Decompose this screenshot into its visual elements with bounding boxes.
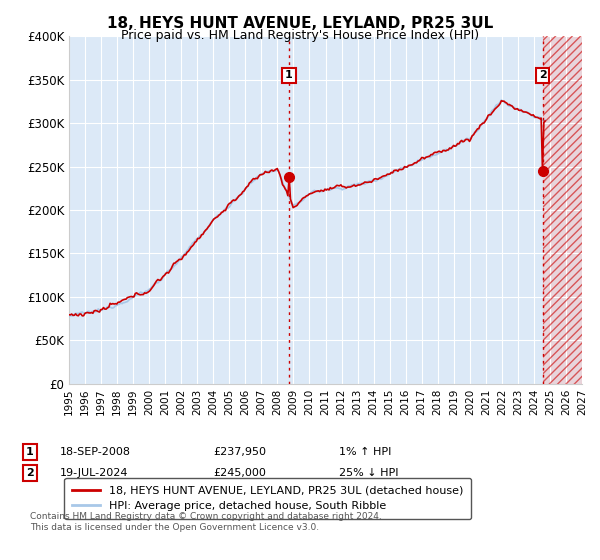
Text: 1% ↑ HPI: 1% ↑ HPI — [339, 447, 391, 457]
Text: Contains HM Land Registry data © Crown copyright and database right 2024.
This d: Contains HM Land Registry data © Crown c… — [30, 512, 382, 532]
Text: 18, HEYS HUNT AVENUE, LEYLAND, PR25 3UL: 18, HEYS HUNT AVENUE, LEYLAND, PR25 3UL — [107, 16, 493, 31]
Text: 25% ↓ HPI: 25% ↓ HPI — [339, 468, 398, 478]
Text: £245,000: £245,000 — [213, 468, 266, 478]
Bar — [543, 36, 582, 384]
Text: 18-SEP-2008: 18-SEP-2008 — [60, 447, 131, 457]
Text: £237,950: £237,950 — [213, 447, 266, 457]
Bar — [543, 36, 582, 384]
Text: 19-JUL-2024: 19-JUL-2024 — [60, 468, 128, 478]
Text: 2: 2 — [539, 71, 547, 81]
Text: Price paid vs. HM Land Registry's House Price Index (HPI): Price paid vs. HM Land Registry's House … — [121, 29, 479, 42]
Text: 2: 2 — [26, 468, 34, 478]
Text: 1: 1 — [285, 71, 293, 81]
Text: 1: 1 — [26, 447, 34, 457]
Legend: 18, HEYS HUNT AVENUE, LEYLAND, PR25 3UL (detached house), HPI: Average price, de: 18, HEYS HUNT AVENUE, LEYLAND, PR25 3UL … — [64, 478, 471, 519]
